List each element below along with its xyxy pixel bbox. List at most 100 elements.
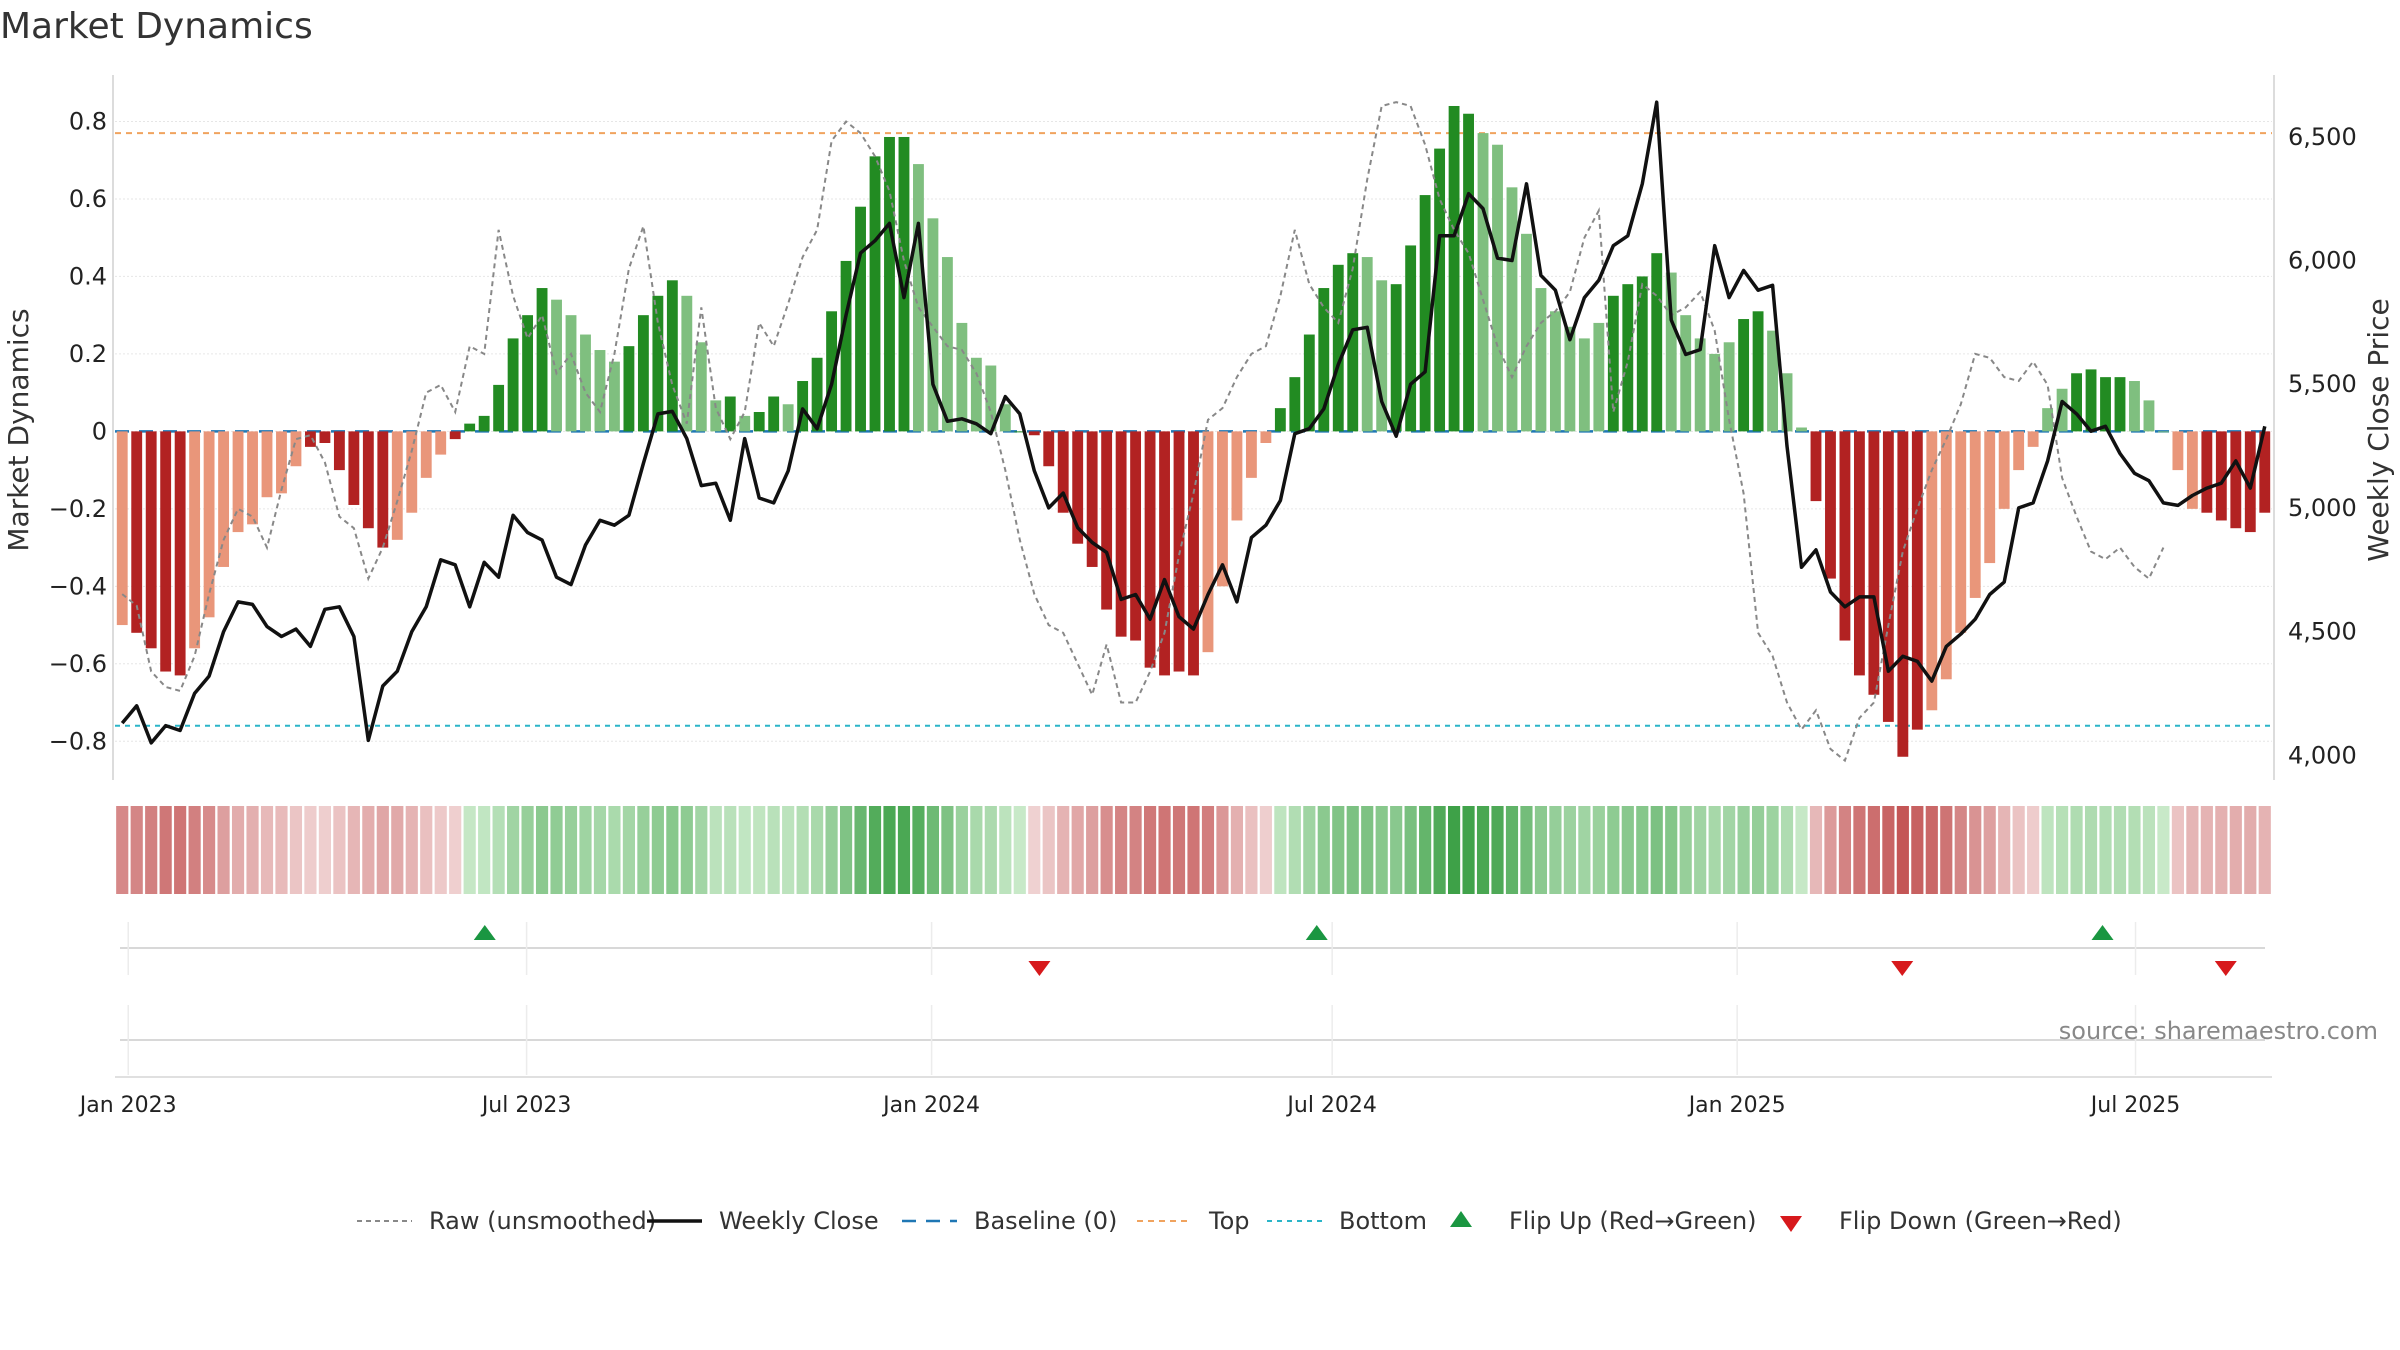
trend-strip-cell: [159, 806, 172, 894]
dynamics-bar: [941, 257, 953, 432]
trend-strip-cell: [651, 806, 664, 894]
dynamics-bar: [1868, 431, 1880, 695]
right-tick-label: 4,000: [2288, 741, 2357, 769]
dynamics-bar: [1492, 144, 1503, 432]
trend-strip-cell: [405, 806, 418, 894]
trend-strip-cell: [1172, 806, 1186, 894]
trend-strip-cell: [1650, 806, 1663, 894]
dynamics-bar: [681, 295, 693, 432]
dynamics-bar: [594, 350, 606, 432]
dynamics-bar: [666, 280, 678, 432]
dynamics-bar: [2172, 431, 2184, 471]
flip-up-marker: [473, 925, 496, 940]
dynamics-bar: [1318, 288, 1330, 432]
trend-strip-cell: [709, 806, 722, 894]
dynamics-bar: [362, 431, 374, 529]
trend-strip-cell: [1940, 806, 1953, 894]
trend-strip-cell: [1578, 806, 1591, 894]
dynamics-bar: [1419, 195, 1431, 432]
trend-strip-cell: [680, 806, 693, 894]
dynamics-bar: [623, 346, 635, 432]
dynamics-bar: [1781, 373, 1793, 432]
trend-strip-cell: [1086, 806, 1099, 894]
trend-strip-cell: [622, 806, 635, 894]
dynamics-bar: [1709, 353, 1721, 432]
trend-strip-cell: [1013, 806, 1026, 894]
dynamics-bar: [1202, 431, 1214, 653]
trend-strip-cell: [1607, 806, 1620, 894]
legend-item-top: Top: [1137, 1207, 1250, 1235]
dynamics-bar: [1651, 253, 1663, 432]
dynamics-bar: [2186, 431, 2198, 509]
trend-strip-cell: [2258, 806, 2271, 894]
trend-strip-cell: [1534, 806, 1548, 894]
right-axis-ticks: 6,500 6,000 5,500 5,000 4,500 4,000: [2288, 123, 2357, 769]
dynamics-bar: [768, 396, 780, 432]
dynamics-bar: [695, 342, 707, 432]
dynamics-bar: [1376, 280, 1388, 432]
trend-strip-cell: [2215, 806, 2228, 894]
dynamics-bars: [116, 105, 2271, 757]
trend-strip-cell: [1853, 806, 1866, 894]
trend-strip-cell: [941, 806, 954, 894]
dynamics-bar: [1521, 233, 1532, 432]
legend-item-flip-up: Flip Up (Red→Green): [1450, 1207, 1757, 1235]
legend-label: Bottom: [1339, 1207, 1427, 1235]
reference-lines: [115, 132, 2272, 727]
dynamics-bar: [305, 431, 316, 447]
trend-strip-cell: [1505, 806, 1519, 894]
trend-strip-cell: [796, 806, 809, 894]
trend-strip-cell: [1838, 806, 1852, 894]
dynamics-bar: [1839, 431, 1851, 641]
trend-strip-cell: [492, 806, 505, 894]
dynamics-bar: [435, 431, 447, 455]
left-tick-label: 0.6: [69, 185, 107, 213]
trend-strip-cell: [116, 806, 129, 894]
legend-flip-up-marker: [1450, 1211, 1472, 1227]
trend-strip-cell: [507, 806, 520, 894]
trend-strip-cell: [1143, 806, 1157, 894]
dynamics-bar: [145, 431, 157, 649]
trend-strip-cell: [1621, 806, 1634, 894]
legend-item-price: Weekly Close: [647, 1207, 879, 1235]
dynamics-bar: [1332, 264, 1344, 432]
trend-strip-cell: [1245, 806, 1258, 894]
left-tick-label: 0.4: [69, 262, 107, 290]
legend-item-bottom: Bottom: [1267, 1207, 1427, 1235]
trend-strip-cell: [1028, 806, 1041, 894]
dynamics-bar: [203, 431, 215, 618]
right-tick-label: 6,500: [2288, 123, 2357, 151]
trend-strip-cell: [434, 806, 447, 894]
dynamics-bar: [464, 423, 476, 432]
trend-strip-cell: [1071, 806, 1084, 894]
right-axis-title: Weekly Close Price: [2362, 298, 2395, 561]
dynamics-bar: [2230, 431, 2242, 529]
trend-strip-cell: [579, 806, 592, 894]
trend-strip-cell: [535, 806, 549, 894]
flip-down-marker: [2214, 961, 2237, 976]
dynamics-bar: [1188, 431, 1199, 676]
trend-strip-cell: [1491, 806, 1504, 894]
trend-strip-cell: [1925, 806, 1938, 894]
dynamics-bar: [174, 431, 186, 676]
dynamics-bar: [2100, 377, 2111, 432]
trend-strip-cell: [2171, 806, 2184, 894]
right-tick-label: 4,500: [2288, 618, 2357, 646]
dynamics-bar: [710, 400, 722, 432]
dynamics-bar: [507, 338, 519, 432]
trend-strip-cell: [1780, 806, 1794, 894]
trend-strip-cell: [333, 806, 346, 894]
trend-strip-cell: [289, 806, 303, 894]
dynamics-bar: [2129, 381, 2140, 432]
dynamics-bar: [739, 415, 751, 432]
trend-strip-cell: [666, 806, 679, 894]
trend-strip-cell: [2186, 806, 2199, 894]
trend-strip-cell: [767, 806, 780, 894]
trend-strip-cell: [1187, 806, 1200, 894]
dynamics-bar: [1159, 431, 1170, 676]
dynamics-bar: [333, 431, 345, 471]
trend-strip-cell: [1288, 806, 1301, 894]
dynamics-bar: [1998, 431, 2010, 509]
trend-strip-cell: [1259, 806, 1272, 894]
dynamics-bar: [1057, 431, 1069, 513]
